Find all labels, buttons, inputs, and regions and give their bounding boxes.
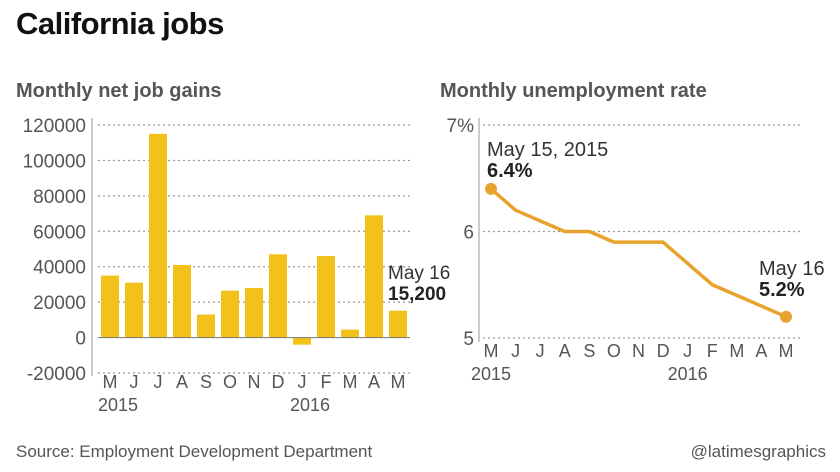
y-tick-label: 80000 [33, 187, 86, 208]
y-tick-label: 100000 [23, 151, 86, 172]
y-tick-label: 20000 [33, 293, 86, 314]
x-tick-label: N [248, 372, 261, 392]
line-annotation-start-value: 6.4% [487, 160, 533, 182]
bar [365, 215, 383, 338]
x-tick-label: S [200, 372, 212, 392]
bar [101, 275, 119, 338]
bar [269, 254, 287, 338]
line-annotation-start-date: May 15, 2015 [487, 139, 608, 161]
line-annotation-end-date: May 16 [759, 258, 825, 280]
x-tick-label: M [779, 341, 794, 361]
bar [317, 256, 335, 338]
year-label: 2016 [290, 395, 330, 415]
bar [389, 310, 407, 338]
y-tick-label: -20000 [27, 364, 86, 385]
bar [173, 264, 191, 338]
bar [293, 337, 311, 345]
bar-chart-title: Monthly net job gains [16, 80, 222, 102]
line-annotation-end-value: 5.2% [759, 279, 805, 301]
x-tick-label: A [176, 372, 188, 392]
x-tick-label: D [272, 372, 285, 392]
unemployment-line [489, 187, 787, 319]
year-label: 2016 [668, 364, 708, 384]
y-tick-label: 7% [447, 116, 475, 137]
bar [221, 290, 239, 338]
x-tick-label: J [683, 341, 692, 361]
y-tick-label: 60000 [33, 222, 86, 243]
y-tick-label: 6 [463, 223, 474, 244]
x-tick-label: F [707, 341, 718, 361]
bar-annotation-value: 15,200 [388, 284, 446, 305]
x-tick-label: J [154, 372, 163, 392]
x-tick-label: O [607, 341, 621, 361]
x-tick-label: A [755, 341, 767, 361]
end-point [780, 310, 792, 323]
bar [149, 133, 167, 338]
y-tick-label: 5 [463, 329, 474, 350]
x-tick-label: M [391, 372, 406, 392]
x-tick-label: M [343, 372, 358, 392]
bar [245, 287, 263, 338]
bar [125, 282, 143, 338]
x-tick-label: A [559, 341, 571, 361]
y-tick-label: 0 [75, 329, 86, 350]
x-tick-label: O [223, 372, 237, 392]
line-chart-title: Monthly unemployment rate [440, 80, 707, 102]
bar [197, 314, 215, 338]
x-tick-label: A [368, 372, 380, 392]
year-label: 2015 [471, 364, 511, 384]
x-tick-label: F [321, 372, 332, 392]
year-label: 2015 [98, 395, 138, 415]
y-tick-label: 40000 [33, 258, 86, 279]
source-note: Source: Employment Development Departmen… [16, 442, 373, 461]
x-tick-label: M [103, 372, 118, 392]
x-tick-label: M [729, 341, 744, 361]
bar [341, 329, 359, 338]
x-tick-label: M [484, 341, 499, 361]
start-point [485, 182, 497, 195]
y-tick-label: 120000 [23, 116, 86, 137]
x-tick-label: N [632, 341, 645, 361]
page-title: California jobs [16, 6, 224, 41]
x-tick-label: J [536, 341, 545, 361]
x-tick-label: S [583, 341, 595, 361]
credit-note: @latimesgraphics [690, 442, 826, 461]
bar-annotation-date: May 16 [388, 263, 450, 284]
x-tick-label: J [298, 372, 307, 392]
x-tick-label: J [511, 341, 520, 361]
x-tick-label: D [657, 341, 670, 361]
x-tick-label: J [130, 372, 139, 392]
